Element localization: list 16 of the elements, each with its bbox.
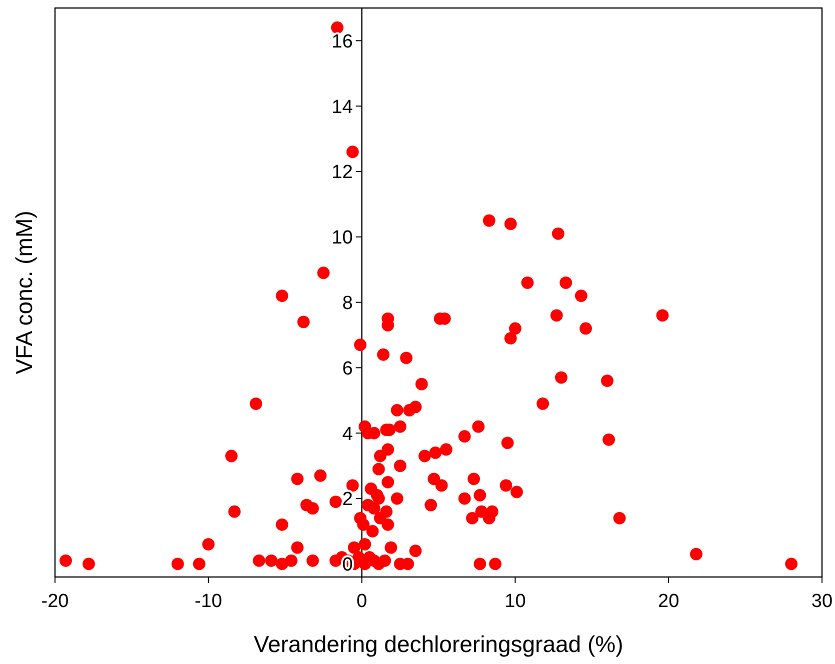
y-axis-title: VFA conc. (mM) [11,210,37,374]
x-tick-label: -10 [194,591,222,612]
x-axis-title: Verandering dechloreringsgraad (%) [254,631,624,657]
y-tick-label: 8 [342,292,353,314]
x-tick-label: 20 [658,591,680,612]
y-tick-label: 4 [342,424,354,445]
x-tick-label: 30 [811,591,833,612]
y-tick-label: 10 [332,228,353,249]
y-tick-label: 2 [342,489,353,510]
y-tick-label: 16 [332,31,353,52]
y-tick-label: 14 [332,96,354,118]
y-tick-label: 12 [332,162,353,184]
x-tick-label: 10 [504,591,526,612]
y-tick-label: 6 [342,358,353,380]
x-tick-label: 0 [356,591,368,612]
x-tick-label: -20 [41,591,69,612]
